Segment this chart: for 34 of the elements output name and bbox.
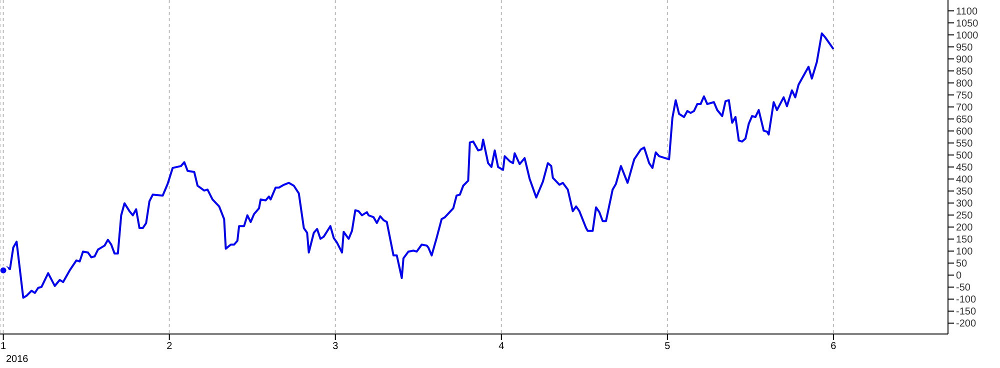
y-tick-label: 550	[956, 138, 974, 150]
y-tick-label: -200	[956, 318, 976, 330]
x-tick-label: 1	[0, 341, 7, 352]
y-tick-label: 350	[956, 186, 974, 198]
x-tick-label: 6	[830, 341, 837, 352]
y-tick-label: 500	[956, 150, 974, 162]
y-tick-label: -150	[956, 306, 976, 318]
x-tick-label: 3	[332, 341, 339, 352]
y-tick-label: 750	[956, 90, 974, 102]
y-tick-label: 0	[956, 270, 962, 282]
y-tick-label: 950	[956, 42, 974, 54]
y-tick-label: 1050	[956, 18, 979, 30]
x-tick-label: 4	[498, 341, 505, 352]
y-tick-label: 150	[956, 234, 974, 246]
x-axis-title: 2016	[6, 354, 29, 365]
y-tick-label: 100	[956, 246, 974, 258]
y-tick-label: 250	[956, 210, 974, 222]
y-tick-label: 300	[956, 198, 974, 210]
y-tick-label: 1100	[956, 6, 978, 18]
y-tick-label: 450	[956, 162, 974, 174]
y-tick-label: -50	[956, 282, 971, 294]
y-tick-label: 600	[956, 126, 974, 138]
y-tick-label: 400	[956, 174, 974, 186]
y-tick-label: -100	[956, 294, 976, 306]
y-tick-label: 850	[956, 66, 974, 78]
x-tick-label: 2	[166, 341, 173, 352]
y-tick-label: 1000	[956, 30, 979, 42]
y-tick-label: 700	[956, 102, 974, 114]
y-tick-label: 650	[956, 114, 974, 126]
y-tick-label: 900	[956, 54, 974, 66]
y-tick-label: 50	[956, 258, 968, 270]
y-tick-label: 200	[956, 222, 974, 234]
x-tick-label: 5	[664, 341, 671, 352]
y-tick-label: 800	[956, 78, 974, 90]
